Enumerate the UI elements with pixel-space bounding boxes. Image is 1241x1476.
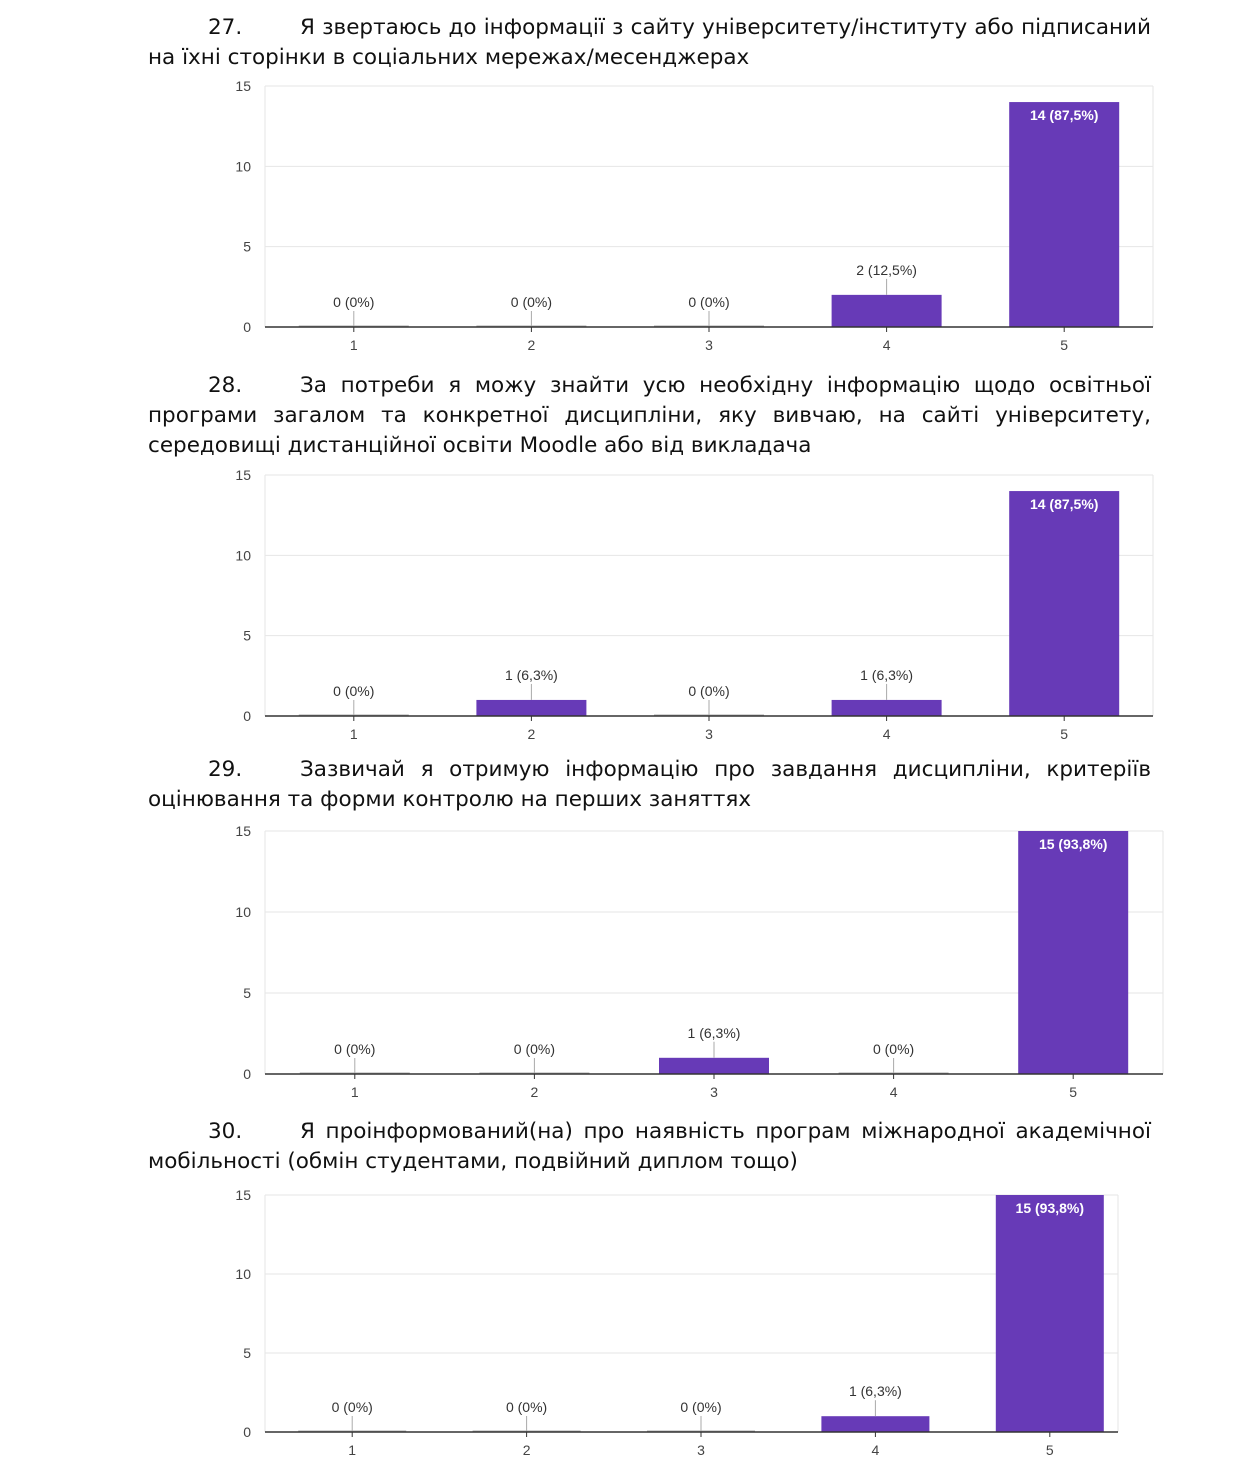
bar [821,1416,930,1432]
y-tick-label: 10 [235,904,251,920]
chart-question-29: 0 5 10 15 0 (0%) 1 0 (0%) 2 1 (6,3%) 3 0 (0%) 4 15 (… [235,823,1164,1100]
question-27: 27. Я звертаюсь до інформації з сайту уні… [148,13,1151,73]
data-label: 0 (0%) [680,1399,721,1415]
x-tick-label: 3 [710,1084,718,1100]
question-number: 27. [208,15,243,40]
data-label: 0 (0%) [688,683,729,699]
question-text: Зазвичай я отримую інформацію про завдан… [148,757,1151,812]
x-tick-label: 3 [705,337,713,353]
y-tick-label: 0 [243,708,251,724]
data-label: 1 (6,3%) [849,1383,902,1399]
question-30: 30. Я проінформований(на) про наявність п… [148,1117,1151,1177]
y-tick-label: 15 [235,467,251,483]
question-text: Я проінформований(на) про наявність прог… [148,1119,1151,1174]
bar [476,699,587,716]
y-tick-label: 10 [235,158,251,174]
data-label: 0 (0%) [688,294,729,310]
y-tick-label: 5 [243,628,251,644]
x-tick-label: 1 [348,1442,356,1458]
data-label: 0 (0%) [333,683,374,699]
bar [831,294,942,327]
question-number: 28. [208,373,243,398]
data-label: 1 (6,3%) [688,1025,741,1041]
chart-question-30: 0 5 10 15 0 (0%) 1 0 (0%) 2 0 (0%) 3 1 (6,3%) 4 15 (… [235,1187,1119,1458]
bar [831,699,942,716]
bar [1009,102,1120,327]
data-label: 2 (12,5%) [856,262,917,278]
data-label: 0 (0%) [334,1041,375,1057]
bar [995,1195,1104,1432]
x-tick-label: 3 [705,726,713,742]
y-tick-label: 15 [235,1187,251,1203]
data-label: 15 (93,8%) [1039,836,1107,852]
y-tick-label: 5 [243,239,251,255]
x-tick-label: 4 [872,1442,880,1458]
y-tick-label: 0 [243,319,251,335]
x-tick-label: 4 [883,726,891,742]
question-number: 30. [208,1119,243,1144]
question-number: 29. [208,757,243,782]
data-label: 0 (0%) [514,1041,555,1057]
y-tick-label: 0 [243,1424,251,1440]
x-tick-label: 2 [523,1442,531,1458]
chart-question-28: 0 5 10 15 0 (0%) 1 1 (6,3%) 2 0 (0%) 3 1 (6,3%) 4 14… [235,467,1154,742]
data-label: 14 (87,5%) [1030,496,1098,512]
x-tick-label: 5 [1046,1442,1054,1458]
question-28: 28. За потреби я можу знайти усю необхідн… [148,371,1151,461]
y-tick-label: 10 [235,547,251,563]
x-tick-label: 2 [528,726,536,742]
bar [1018,831,1129,1074]
x-tick-label: 4 [890,1084,898,1100]
x-tick-label: 5 [1069,1084,1077,1100]
y-tick-label: 10 [235,1266,251,1282]
data-label: 15 (93,8%) [1016,1200,1084,1216]
bar [659,1057,769,1074]
question-text: Я звертаюсь до інформації з сайту універ… [148,15,1151,70]
x-tick-label: 1 [350,337,358,353]
y-tick-label: 5 [243,1345,251,1361]
y-tick-label: 0 [243,1066,251,1082]
data-label: 0 (0%) [333,294,374,310]
data-label: 1 (6,3%) [860,667,913,683]
question-29: 29. Зазвичай я отримую інформацію про зав… [148,755,1151,815]
data-label: 1 (6,3%) [505,667,558,683]
question-text: За потреби я можу знайти усю необхідну і… [148,373,1151,458]
x-tick-label: 1 [350,726,358,742]
x-tick-label: 2 [531,1084,539,1100]
y-tick-label: 15 [235,78,251,94]
x-tick-label: 4 [883,337,891,353]
y-tick-label: 15 [235,823,251,839]
chart-question-27: 0 5 10 15 0 (0%) 1 0 (0%) 2 0 (0%) 3 2 (12,5%) 4 14 … [235,78,1154,353]
x-tick-label: 5 [1060,726,1068,742]
x-tick-label: 2 [528,337,536,353]
data-label: 14 (87,5%) [1030,107,1098,123]
data-label: 0 (0%) [332,1399,373,1415]
x-tick-label: 1 [351,1084,359,1100]
data-label: 0 (0%) [511,294,552,310]
x-tick-label: 3 [697,1442,705,1458]
data-label: 0 (0%) [873,1041,914,1057]
bar [1009,491,1120,716]
data-label: 0 (0%) [506,1399,547,1415]
x-tick-label: 5 [1060,337,1068,353]
y-tick-label: 5 [243,985,251,1001]
